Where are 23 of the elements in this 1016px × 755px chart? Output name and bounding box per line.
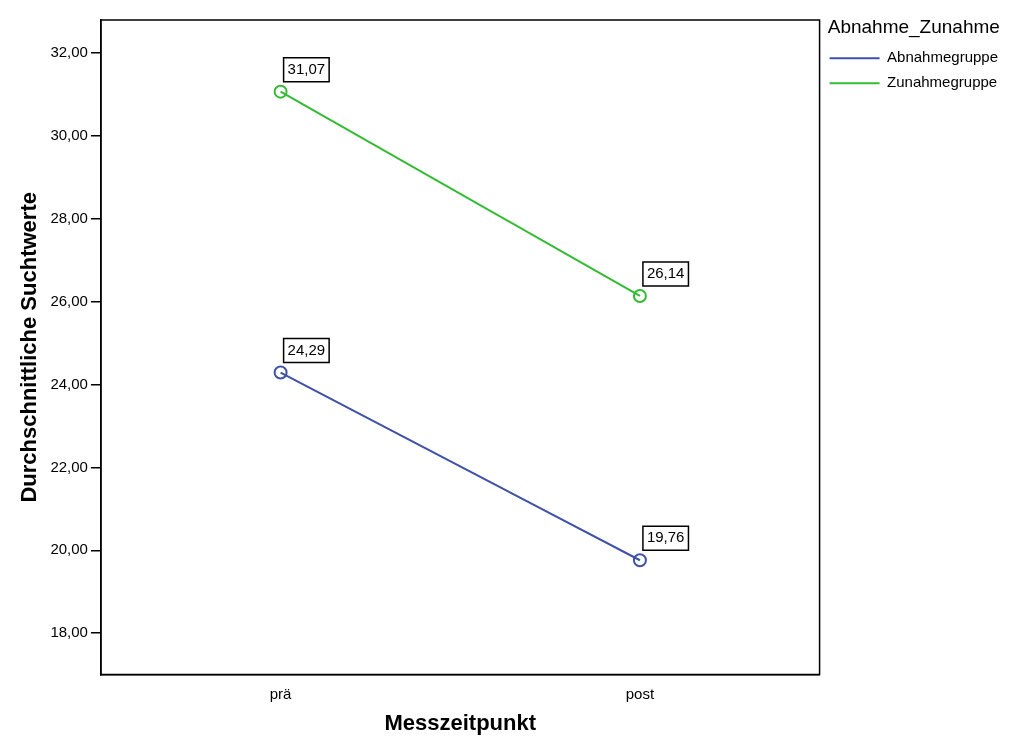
data-label: 26,14 — [646, 264, 685, 282]
y-tick-label: 26,00 — [50, 291, 88, 309]
point — [273, 365, 288, 380]
legend-title: Abnahme_Zunahme — [827, 15, 1000, 38]
data-label: 19,76 — [646, 528, 685, 546]
legend-label: Abnahmegruppe — [887, 48, 998, 66]
point — [273, 84, 288, 99]
legend-label: Zunahmegruppe — [887, 73, 998, 91]
y-tick-label: 28,00 — [50, 209, 88, 227]
point — [632, 553, 647, 568]
y-tick-label: 30,00 — [50, 126, 88, 144]
data-label: 31,07 — [287, 59, 326, 77]
y-tick-label: 24,00 — [50, 374, 88, 392]
point — [632, 288, 647, 303]
x-tick-label: prä — [269, 684, 293, 702]
y-tick-label: 20,00 — [50, 540, 88, 558]
y-tick-label: 22,00 — [50, 457, 88, 475]
x-axis-title: Messzeitpunkt — [384, 709, 537, 735]
data-label: 24,29 — [287, 340, 326, 358]
x-tick-label: post — [625, 684, 655, 702]
y-tick-label: 32,00 — [50, 43, 88, 61]
y-tick-label: 18,00 — [50, 623, 88, 641]
y-axis-title: Durchschnittliche Suchtwerte — [16, 192, 42, 503]
